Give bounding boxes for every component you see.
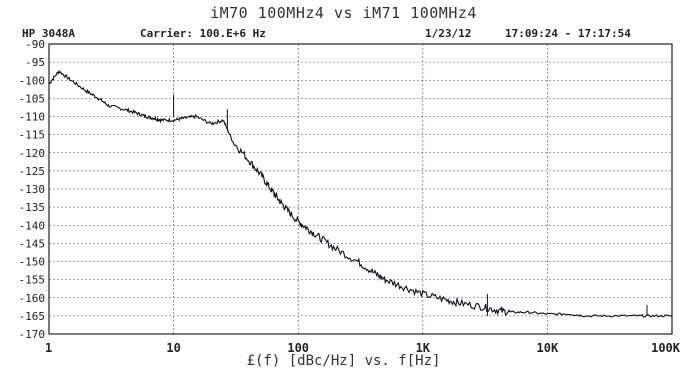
y-tick-label: -145	[19, 237, 46, 250]
y-tick-label: -110	[19, 111, 46, 124]
trace-layer	[48, 69, 673, 318]
grid	[49, 44, 672, 334]
y-tick-label: -135	[19, 201, 46, 214]
y-tick-label: -150	[19, 256, 46, 269]
y-tick-label: -105	[19, 92, 46, 105]
carrier-label: Carrier: 100.E+6 Hz	[140, 27, 266, 40]
y-tick-label: -90	[25, 38, 45, 51]
x-tick-label: 10K	[537, 341, 559, 355]
y-axis-ticks: -90 -95 -100 -105 -110 -115 -120 -125 -130 -135 -1…	[19, 38, 46, 341]
date-label: 1/23/12	[425, 27, 472, 40]
y-tick-label: -125	[19, 165, 46, 178]
x-tick-label: 1K	[416, 341, 431, 355]
plot-frame	[48, 43, 673, 335]
x-tick-label: 10	[166, 341, 180, 355]
y-tick-label: -95	[25, 56, 45, 69]
y-tick-label: -160	[19, 292, 46, 305]
y-tick-label: -115	[19, 129, 46, 142]
y-tick-label: -165	[19, 310, 46, 323]
y-tick-label: -140	[19, 219, 46, 232]
y-tick-label: -155	[19, 274, 46, 287]
y-tick-label: -130	[19, 183, 46, 196]
time-range-label: 17:09:24 - 17:17:54	[505, 27, 631, 40]
instrument-label: HP 3048A	[22, 27, 75, 40]
y-tick-label: -100	[19, 74, 46, 87]
x-tick-label: 100	[287, 341, 309, 355]
y-tick-label: -120	[19, 147, 46, 160]
x-tick-label: 1	[45, 341, 52, 355]
x-axis-ticks: 1 10 100 1K 10K 100K	[45, 341, 681, 355]
y-tick-label: -170	[19, 328, 46, 341]
noise-trace	[48, 69, 673, 318]
x-tick-label: 100K	[651, 341, 681, 355]
chart-title: iM70 100MHz4 vs iM71 100MHz4	[210, 4, 477, 22]
x-axis-label: £(f) [dBc/Hz] vs. f[Hz]	[246, 353, 441, 369]
